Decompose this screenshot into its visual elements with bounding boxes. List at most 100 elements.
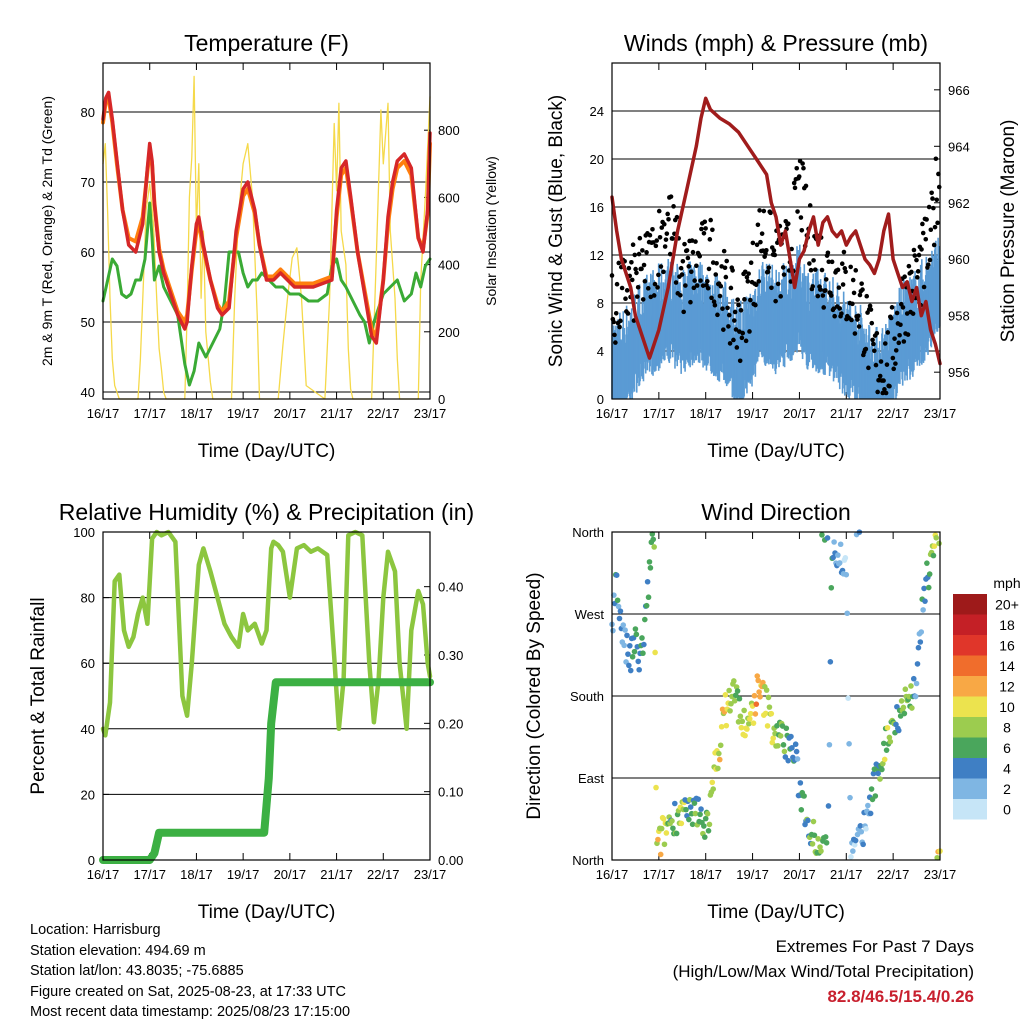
direction-sample xyxy=(766,704,773,710)
legend-swatch xyxy=(953,717,987,738)
gust-sample xyxy=(674,214,680,220)
direction-sample xyxy=(639,635,645,641)
station-pressure-line xyxy=(610,96,942,366)
y-tick-label: 24 xyxy=(590,104,604,119)
direction-sample xyxy=(836,560,843,566)
direction-sample xyxy=(936,540,942,547)
direction-sample xyxy=(902,686,909,693)
gust-sample xyxy=(750,240,756,246)
gust-sample xyxy=(923,236,929,242)
gust-sample xyxy=(739,335,745,341)
x-tick-label: 19/17 xyxy=(736,406,769,421)
direction-sample xyxy=(809,841,816,847)
direction-sample xyxy=(884,724,891,731)
direction-sample xyxy=(915,644,922,651)
gust-sample xyxy=(775,281,781,287)
gust-sample xyxy=(705,278,710,284)
y2-tick-label: 200 xyxy=(438,325,460,340)
x-tick-label: 22/17 xyxy=(877,406,910,421)
gust-sample xyxy=(869,320,875,326)
gust-sample xyxy=(890,355,896,361)
plot-frame xyxy=(102,531,431,861)
gust-sample xyxy=(933,156,939,162)
direction-sample xyxy=(742,732,748,739)
direction-sample xyxy=(872,793,879,799)
direction-sample xyxy=(755,677,761,684)
direction-sample xyxy=(798,807,805,813)
gust-sample xyxy=(761,208,767,214)
x-tick-label: 18/17 xyxy=(180,867,213,882)
legend-label: 6 xyxy=(1003,740,1011,756)
gust-sample xyxy=(915,269,921,274)
legend-swatch xyxy=(953,594,987,615)
gust-sample xyxy=(730,268,735,273)
gust-sample xyxy=(685,255,691,261)
y-tick-label: 20 xyxy=(590,152,604,167)
x-tick-label: 18/17 xyxy=(180,406,213,421)
panel-1: Temperature (F) 16/17 17/17 18/17 19/17 20/17… xyxy=(39,30,499,462)
gust-sample xyxy=(871,341,876,347)
gust-sample xyxy=(742,297,747,302)
direction-sample xyxy=(898,698,905,704)
gust-sample xyxy=(647,232,653,238)
gust-sample xyxy=(855,313,861,319)
x-tick-label: 21/17 xyxy=(320,406,353,421)
y2-axis-label: Solar Insolation (Yellow) xyxy=(483,156,499,306)
y-tick-label: 50 xyxy=(81,315,95,330)
speed-legend: mph 20+ 18 16 14 12 10 8 6 4 2 0 xyxy=(953,575,1021,820)
gust-sample xyxy=(885,330,891,335)
gust-sample xyxy=(911,247,917,253)
gust-sample xyxy=(849,317,854,323)
direction-sample xyxy=(627,667,634,674)
direction-sample xyxy=(636,666,642,673)
x-tick-label: 21/17 xyxy=(830,867,863,882)
direction-sample xyxy=(875,770,881,777)
y-tick-label: North xyxy=(572,525,604,540)
direction-sample xyxy=(731,698,738,704)
gust-sample xyxy=(688,299,693,305)
legend-swatch xyxy=(953,778,987,799)
direction-sample xyxy=(620,622,627,628)
direction-sample xyxy=(689,821,696,828)
y-axis-label: Percent & Total Rainfall xyxy=(28,597,49,794)
panel-title: Temperature (F) xyxy=(184,30,349,56)
extremes-title: Extremes For Past 7 Days xyxy=(775,937,974,956)
direction-sample xyxy=(789,745,795,751)
extremes-box: Extremes For Past 7 Days (High/Low/Max W… xyxy=(673,934,974,1009)
gust-sample xyxy=(642,278,648,284)
plot-frame xyxy=(102,62,431,400)
gust-sample xyxy=(815,293,821,299)
gust-sample xyxy=(925,262,931,267)
gust-sample xyxy=(701,231,707,236)
direction-sample xyxy=(718,723,725,730)
y-tick-label: 8 xyxy=(597,296,604,311)
direction-sample xyxy=(717,742,724,749)
direction-sample xyxy=(722,692,729,698)
gust-sample xyxy=(812,267,818,272)
direction-sample xyxy=(880,760,886,767)
gust-sample xyxy=(765,269,771,275)
gust-sample xyxy=(683,283,688,288)
gust-sample xyxy=(841,249,847,255)
direction-sample xyxy=(845,695,851,701)
y-tick-label: 80 xyxy=(81,105,95,120)
gust-sample xyxy=(666,216,671,222)
gust-sample xyxy=(703,226,708,231)
direction-sample xyxy=(704,810,711,817)
gust-sample xyxy=(728,285,734,291)
gust-sample xyxy=(665,211,670,217)
direction-sample xyxy=(818,848,824,854)
direction-sample xyxy=(918,629,925,635)
gust-sample xyxy=(874,331,880,336)
gust-sample xyxy=(872,348,877,354)
gust-sample xyxy=(656,208,662,214)
direction-sample xyxy=(635,658,642,665)
gust-sample xyxy=(896,340,902,346)
direction-sample xyxy=(644,578,651,585)
y-tick-label: West xyxy=(575,607,605,622)
gust-sample xyxy=(680,258,686,264)
x-tick-label: 17/17 xyxy=(643,406,676,421)
gust-sample xyxy=(888,315,894,321)
direction-sample xyxy=(640,650,646,657)
